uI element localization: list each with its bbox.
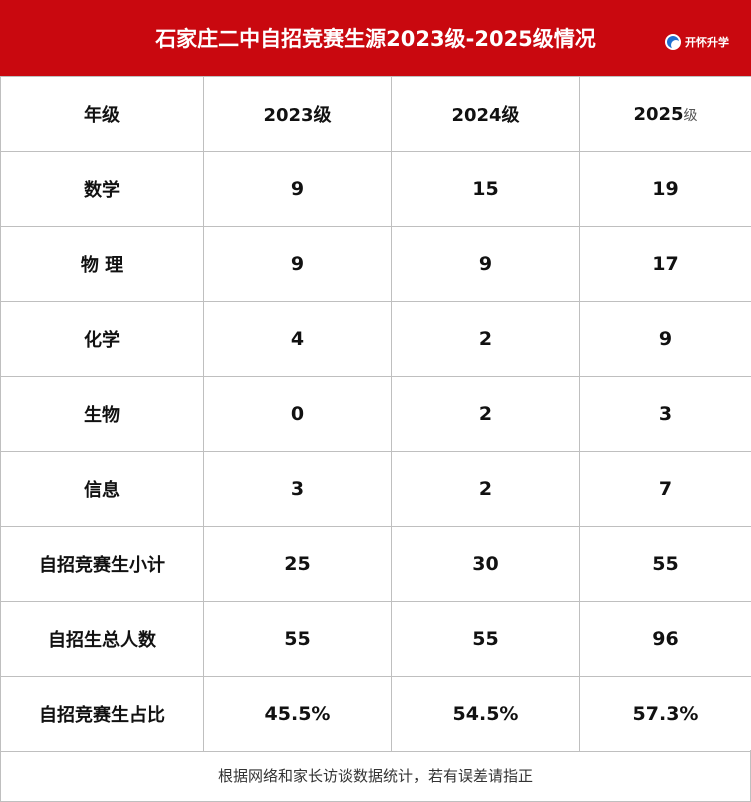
cell-2024: 54.5% [391, 676, 580, 752]
table-row: 自招竞赛生占比 45.5% 54.5% 57.3% [0, 676, 751, 752]
row-label: 生物 [0, 376, 204, 452]
cell-2025: 57.3% [579, 676, 751, 752]
cell-2025: 19 [579, 151, 751, 227]
cell-2023: 45.5% [203, 676, 392, 752]
row-label: 自招生总人数 [0, 601, 204, 677]
title-banner: 石家庄二中自招竞赛生源2023级-2025级情况 开怀升学 [0, 0, 751, 76]
cell-2025: 7 [579, 451, 751, 527]
cell-2023: 55 [203, 601, 392, 677]
column-header: 2025级 [579, 76, 751, 152]
cell-2023: 3 [203, 451, 392, 527]
cell-2024: 2 [391, 376, 580, 452]
cell-2025: 96 [579, 601, 751, 677]
cell-2024: 15 [391, 151, 580, 227]
footer-note: 根据网络和家长访谈数据统计，若有误差请指正 [0, 750, 751, 802]
cell-2025: 17 [579, 226, 751, 302]
cell-2025: 9 [579, 301, 751, 377]
cell-2023: 9 [203, 226, 392, 302]
row-label: 自招竞赛生小计 [0, 526, 204, 602]
table-row: 生物 0 2 3 [0, 376, 751, 452]
cell-2023: 0 [203, 376, 392, 452]
table-row: 信息 3 2 7 [0, 451, 751, 527]
row-label: 化学 [0, 301, 204, 377]
column-header: 2024级 [391, 76, 580, 152]
table-row: 物 理 9 9 17 [0, 226, 751, 302]
cell-2025: 55 [579, 526, 751, 602]
table-row: 数学 9 15 19 [0, 151, 751, 227]
table-header-row: 年级 2023级 2024级 2025级 [0, 76, 751, 152]
column-header-year: 2025 [633, 103, 684, 125]
row-label: 物 理 [0, 226, 204, 302]
table-row: 自招生总人数 55 55 96 [0, 601, 751, 677]
cell-2024: 30 [391, 526, 580, 602]
row-label: 信息 [0, 451, 204, 527]
cell-2024: 55 [391, 601, 580, 677]
cell-2024: 9 [391, 226, 580, 302]
row-label: 数学 [0, 151, 204, 227]
cell-2023: 9 [203, 151, 392, 227]
table-row: 化学 4 2 9 [0, 301, 751, 377]
column-header-suffix: 级 [683, 107, 698, 124]
brand-logo: 开怀升学 [665, 32, 729, 52]
cell-2024: 2 [391, 451, 580, 527]
cell-2024: 2 [391, 301, 580, 377]
brand-logo-text: 开怀升学 [685, 36, 729, 49]
row-label: 自招竞赛生占比 [0, 676, 204, 752]
column-header: 年级 [0, 76, 204, 152]
cell-2023: 4 [203, 301, 392, 377]
page-title: 石家庄二中自招竞赛生源2023级-2025级情况 [155, 27, 596, 51]
brand-logo-icon [665, 34, 681, 50]
column-header: 2023级 [203, 76, 392, 152]
table-row: 自招竞赛生小计 25 30 55 [0, 526, 751, 602]
cell-2023: 25 [203, 526, 392, 602]
cell-2025: 3 [579, 376, 751, 452]
data-table: 年级 2023级 2024级 2025级 数学 9 15 19 物 理 9 9 … [0, 76, 751, 752]
